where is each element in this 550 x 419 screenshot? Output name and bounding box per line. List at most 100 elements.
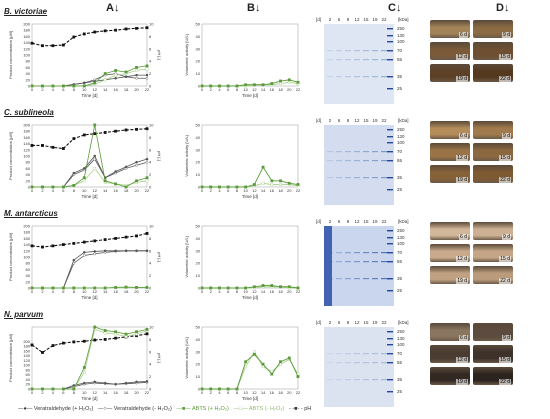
abts-minus-point xyxy=(103,78,107,82)
a-y2tick: 4 xyxy=(149,160,152,165)
abts-plus-point xyxy=(82,84,86,88)
a-ytick: 20 xyxy=(26,279,31,284)
b-abts-plus-point xyxy=(287,181,291,185)
gel-background xyxy=(324,24,394,104)
b-ytick: 0 xyxy=(198,185,201,190)
b-abts-plus-point xyxy=(296,375,300,379)
ph-point xyxy=(51,44,55,48)
abts-plus-point xyxy=(72,286,76,290)
a-xtick: 12 xyxy=(93,188,98,193)
culture-photo: 12 d xyxy=(430,42,470,60)
a-y2tick: 2 xyxy=(149,172,152,177)
b-xtick: 20 xyxy=(287,390,292,395)
photo-day-label: 15 d xyxy=(499,155,511,161)
gel-day-label: 12 xyxy=(354,320,360,325)
sample-band xyxy=(336,261,342,263)
van-plus-point xyxy=(103,381,107,385)
b-xtick: 12 xyxy=(252,289,257,294)
sample-band xyxy=(345,379,351,381)
a-xlabel: Time [d] xyxy=(81,295,97,300)
sample-band xyxy=(381,160,387,162)
ph-point xyxy=(30,41,34,45)
gel-day-label: 22 xyxy=(381,219,387,224)
b-abts-plus-point xyxy=(287,285,291,289)
marker-band xyxy=(387,230,393,232)
abts-plus-point xyxy=(93,81,97,85)
b-abts-plus-point xyxy=(244,360,248,364)
a-ytick: 160 xyxy=(23,348,30,353)
b-ytick: 30 xyxy=(196,349,201,354)
van-plus-point xyxy=(93,380,97,384)
b-abts-plus-point xyxy=(244,286,248,290)
sample-band xyxy=(336,252,342,254)
a-ytick: 60 xyxy=(26,267,31,272)
van-plus-point xyxy=(82,81,86,85)
b-xtick: 22 xyxy=(296,390,301,395)
a-y2tick: 6 xyxy=(149,46,152,51)
abts-plus-point xyxy=(114,285,118,289)
a-xtick: 10 xyxy=(82,188,87,193)
b-abts-plus-point xyxy=(270,372,274,376)
b-abts-plus-point xyxy=(235,84,239,88)
abts-plus-point xyxy=(103,179,107,183)
b-abts-plus-point xyxy=(200,84,204,88)
culture-photo: 19 d xyxy=(430,266,470,284)
sample-band xyxy=(336,76,342,78)
photo-day-label: 19 d xyxy=(456,278,468,284)
header-b: B↓ xyxy=(247,2,261,14)
b-abts-plus-line xyxy=(202,79,299,87)
a-xtick: 18 xyxy=(124,289,129,294)
sample-band xyxy=(327,261,333,263)
marker-label: 35 xyxy=(397,276,403,281)
ph-point xyxy=(61,243,65,246)
sample-band xyxy=(327,177,333,179)
b-abts-plus-point xyxy=(287,356,291,360)
culture-photo: 19 d xyxy=(430,64,470,82)
b-abts-plus-point xyxy=(279,179,282,183)
b-abts-plus-point xyxy=(200,185,204,189)
abts-minus-line xyxy=(32,328,148,390)
marker-band xyxy=(387,391,393,393)
a-ytick: 140 xyxy=(23,40,30,45)
abts-plus-point xyxy=(61,286,65,290)
photo-day-label: 9 d xyxy=(502,133,511,139)
b-ytick: 0 xyxy=(198,286,201,291)
a-xtick: 2 xyxy=(41,87,44,92)
b-xtick: 6 xyxy=(227,390,230,395)
a-xtick: 18 xyxy=(124,188,129,193)
b-ytick: 50 xyxy=(196,22,201,27)
culture-photo: 6 d xyxy=(430,222,470,240)
van-plus-point xyxy=(72,384,76,387)
sample-band xyxy=(381,252,387,254)
b-xtick: 8 xyxy=(236,87,239,92)
marker-band xyxy=(387,362,393,364)
b-abts-minus-point xyxy=(244,365,248,369)
b-xtick: 18 xyxy=(278,289,283,294)
b-xtick: 8 xyxy=(236,390,239,395)
b-xtick: 20 xyxy=(287,188,292,193)
a-xtick: 8 xyxy=(73,188,76,193)
a-xtick: 16 xyxy=(113,390,118,395)
marker-band xyxy=(387,129,393,131)
abts-plus-point xyxy=(51,387,55,391)
marker-band xyxy=(387,41,393,43)
sample-band xyxy=(363,278,369,280)
a-y2tick: 6 xyxy=(149,349,152,354)
abts-plus-point xyxy=(61,84,65,88)
gel-day-label: 19 xyxy=(372,17,378,22)
culture-photo: 22 d xyxy=(473,64,513,82)
a-ytick: 120 xyxy=(23,46,30,51)
sample-band xyxy=(354,76,360,78)
marker-band xyxy=(387,151,393,153)
photo-day-label: 19 d xyxy=(456,76,468,82)
b-xlabel: Time [d] xyxy=(242,396,258,401)
abts-plus-point xyxy=(135,66,138,69)
b-ytick: 50 xyxy=(196,123,201,128)
abts-plus-point xyxy=(124,70,128,74)
a-ytick: 200 xyxy=(23,224,30,229)
culture-photo: 19 d xyxy=(430,367,470,385)
photo-day-label: 15 d xyxy=(499,54,511,60)
ph-point xyxy=(145,332,149,336)
sample-band xyxy=(372,261,378,263)
